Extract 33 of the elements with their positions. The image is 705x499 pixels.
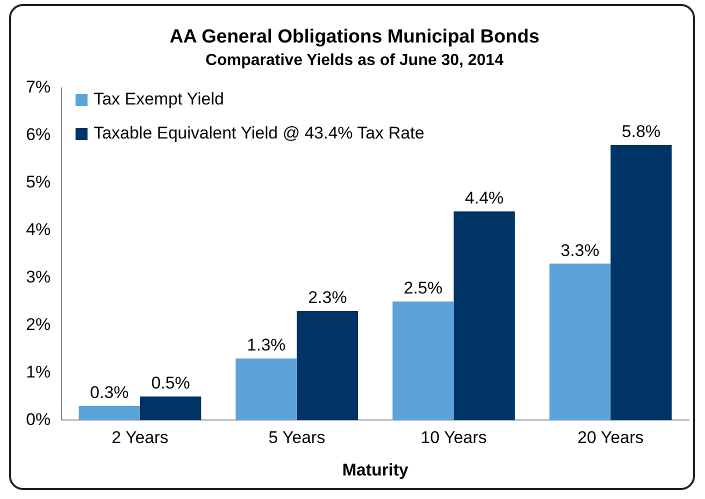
data-label: 2.3% [308,288,347,308]
y-tick-label: 1% [26,362,51,382]
chart-title: AA General Obligations Municipal Bonds [170,26,540,48]
chart-subtitle: Comparative Yields as of June 30, 2014 [206,52,504,69]
data-label: 4.4% [464,188,504,208]
bar [454,211,515,420]
bar [78,406,140,420]
data-label: 3.3% [560,240,600,260]
y-tick-label: 7% [26,78,51,97]
y-tick-label: 2% [26,314,51,334]
bar [296,311,358,420]
data-label: 0.5% [151,374,190,393]
legend-label: Taxable Equivalent Yield @ 43.4% Tax Rate [94,124,424,143]
x-axis-title: Maturity [342,460,409,480]
data-label: 0.3% [90,383,129,402]
y-tick-label: 3% [26,268,51,287]
x-tick-label: 2 Years [112,428,168,448]
data-label: 5.8% [622,122,661,142]
bar [392,302,454,420]
bar [549,264,611,420]
x-tick-label: 20 Years [577,428,644,448]
bar [236,358,297,420]
data-label: 1.3% [246,336,286,355]
y-tick-label: 0% [26,410,51,429]
x-tick-label: 5 Years [268,428,326,448]
bar [610,144,672,420]
bar [140,396,202,420]
y-tick-label: 4% [26,220,51,240]
y-tick-label: 5% [26,172,51,192]
data-label: 2.5% [404,278,442,298]
legend-label: Tax Exempt Yield [94,90,224,109]
x-tick-label: 10 Years [420,428,487,448]
y-tick-label: 6% [26,125,51,144]
